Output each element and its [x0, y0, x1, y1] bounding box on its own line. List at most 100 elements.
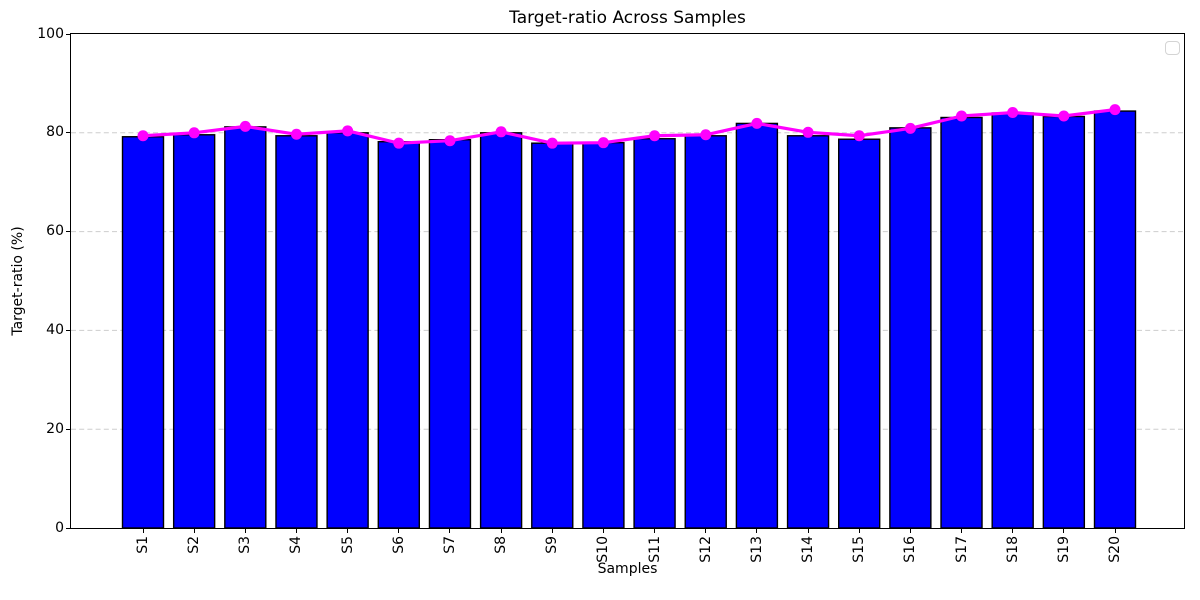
x-tick-s14	[807, 529, 809, 533]
marker-s13	[751, 117, 763, 129]
legend-box	[1165, 41, 1180, 55]
x-tick-s17	[961, 529, 963, 533]
x-tick-label-s14: S14	[800, 536, 817, 563]
x-tick-s19	[1063, 529, 1065, 533]
bar-s1	[121, 136, 165, 528]
y-tick-label-100: 100	[37, 25, 64, 42]
x-tick-label-s18: S18	[1004, 536, 1021, 563]
y-tick-label-40: 40	[46, 321, 64, 338]
x-tick-label-s6: S6	[390, 536, 407, 554]
bar-s16	[889, 127, 932, 528]
x-tick-s9	[551, 529, 553, 533]
x-tick-label-s17: S17	[953, 536, 970, 563]
bar-s6	[377, 140, 420, 528]
y-tick-60	[66, 231, 70, 233]
marker-s20	[1109, 104, 1121, 116]
bar-s10	[582, 141, 625, 528]
y-tick-100	[66, 33, 70, 35]
x-tick-s18	[1012, 529, 1014, 533]
marker-s11	[649, 130, 661, 142]
x-tick-s2	[193, 529, 195, 533]
x-tick-label-s16: S16	[902, 536, 919, 563]
x-tick-label-s19: S19	[1055, 536, 1072, 563]
x-axis-label: Samples	[597, 561, 658, 577]
y-tick-label-20: 20	[46, 420, 64, 437]
marker-s4	[290, 128, 302, 140]
plot-area	[70, 33, 1185, 529]
marker-s14	[802, 126, 814, 138]
marker-s19	[1058, 110, 1070, 122]
marker-s10	[597, 137, 609, 149]
x-tick-s11	[654, 529, 656, 533]
x-tick-s13	[756, 529, 758, 533]
x-tick-s16	[909, 529, 911, 533]
y-tick-20	[66, 428, 70, 430]
marker-s17	[956, 110, 968, 122]
x-tick-label-s20: S20	[1107, 536, 1123, 563]
bar-s9	[531, 142, 574, 528]
marker-s7	[444, 135, 456, 147]
y-tick-label-60: 60	[46, 223, 64, 240]
y-tick-40	[66, 329, 70, 331]
marker-s9	[546, 137, 558, 149]
x-tick-s15	[858, 529, 860, 533]
y-tick-80	[66, 132, 70, 134]
bar-s14	[786, 135, 830, 528]
x-tick-label-s1: S1	[135, 536, 151, 554]
chart-title: Target-ratio Across Samples	[509, 8, 746, 28]
x-tick-label-s5: S5	[339, 536, 356, 554]
marker-s12	[700, 129, 712, 141]
x-tick-label-s15: S15	[851, 536, 868, 563]
bar-s11	[633, 138, 676, 528]
x-tick-label-s8: S8	[493, 536, 510, 554]
marker-s6	[393, 137, 405, 149]
x-tick-label-s13: S13	[748, 536, 765, 563]
x-tick-s12	[705, 529, 707, 533]
x-tick-s7	[449, 529, 451, 533]
bar-s13	[735, 122, 779, 528]
marker-s5	[342, 125, 354, 137]
y-tick-label-0: 0	[55, 519, 64, 536]
x-tick-label-s11: S11	[646, 536, 663, 563]
x-tick-label-s10: S10	[595, 536, 612, 563]
x-tick-s1	[142, 529, 144, 533]
x-tick-s3	[244, 529, 246, 533]
marker-s3	[239, 120, 251, 132]
bar-s12	[684, 135, 727, 528]
x-tick-label-s12: S12	[697, 536, 714, 563]
chart-canvas	[71, 104, 1184, 528]
bar-s19	[1042, 115, 1086, 528]
bar-s18	[991, 112, 1034, 528]
x-tick-label-s7: S7	[441, 536, 458, 554]
x-tick-s10	[602, 529, 604, 533]
bar-s17	[940, 116, 983, 528]
bar-s3	[224, 126, 267, 528]
bar-s2	[172, 134, 216, 528]
x-tick-label-s9: S9	[544, 536, 561, 554]
x-tick-label-s3: S3	[237, 536, 254, 554]
bar-s7	[428, 139, 472, 528]
y-axis-label: Target-ratio (%)	[10, 226, 26, 336]
x-tick-label-s2: S2	[186, 536, 203, 554]
bar-s8	[479, 132, 523, 528]
bar-s5	[326, 132, 369, 528]
y-tick-label-80: 80	[46, 124, 64, 141]
marker-s1	[137, 130, 149, 142]
marker-s8	[495, 126, 507, 138]
bar-s20	[1093, 110, 1137, 528]
x-tick-s8	[500, 529, 502, 533]
marker-s15	[853, 130, 865, 142]
bar-s15	[838, 138, 881, 528]
x-tick-label-s4: S4	[288, 536, 305, 554]
x-tick-s6	[398, 529, 400, 533]
marker-s18	[1007, 107, 1019, 119]
x-tick-s4	[295, 529, 297, 533]
bar-s4	[275, 135, 318, 528]
marker-s16	[904, 122, 916, 134]
x-tick-s5	[347, 529, 349, 533]
y-tick-0	[66, 527, 70, 529]
x-tick-s20	[1114, 529, 1116, 533]
marker-s2	[188, 127, 200, 139]
trend-line	[142, 107, 1116, 145]
